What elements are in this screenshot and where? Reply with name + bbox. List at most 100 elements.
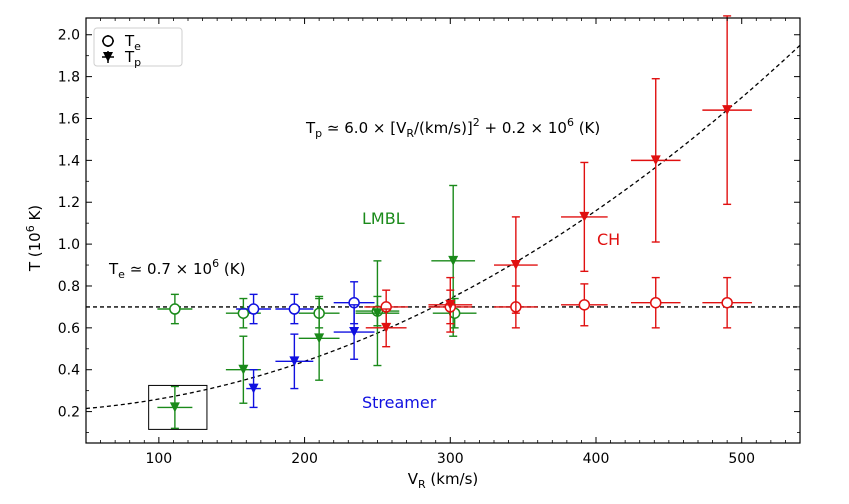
y-tick-label-7: 1.6	[58, 111, 80, 127]
tick-marks: 100 200 300 400 500 0.2 0.4 0.6 0.8 1.0 1.2 1.4 1.6 1…	[58, 18, 801, 467]
x-axis-title-unit: (km/s)	[426, 470, 479, 488]
te-constant-equation: Te ≃ 0.7 × 106 (K)	[108, 257, 245, 281]
te-marker	[169, 303, 181, 315]
te-eq-rest: ≃ 0.7 × 10	[125, 260, 212, 278]
data-points	[157, 15, 752, 430]
ch-tp-point-5	[702, 15, 752, 206]
y-axis-title: T (106 K)	[24, 205, 44, 272]
lmbl-tp-point-3	[355, 260, 400, 367]
streamer-label: Streamer	[362, 393, 437, 412]
te-eq-tail: (K)	[219, 260, 245, 278]
tp-marker	[314, 333, 325, 344]
y-tick-label-8: 1.8	[58, 70, 80, 86]
tp-eq-part-b: /(km/s)]	[414, 119, 473, 137]
y-tick-label-3: 0.8	[58, 279, 80, 295]
legend-te-marker	[102, 35, 114, 47]
streamer-te-point-0	[236, 293, 272, 325]
x-tick-label-4: 500	[728, 451, 755, 467]
tp-marker	[448, 255, 459, 266]
y-axis-title-superscript: 6	[24, 225, 37, 232]
y-tick-label-2: 0.6	[58, 321, 80, 337]
x-axis-title-subscript: R	[418, 478, 426, 491]
te-marker	[237, 307, 250, 319]
tp-marker	[650, 155, 661, 166]
tp-marker	[381, 322, 392, 333]
tp-fit-curve	[85, 44, 801, 410]
ch-tp-point-1	[428, 276, 473, 333]
te-marker	[721, 296, 733, 309]
lmbl-tp-point-2	[298, 295, 340, 381]
x-tick-label-2: 300	[437, 451, 464, 467]
ch-te-point-4	[630, 276, 681, 329]
streamer-tp-point-2	[333, 304, 375, 360]
tp-marker	[372, 308, 383, 319]
te-eq-base: T	[108, 260, 119, 278]
legend-te-sub: e	[134, 40, 141, 53]
tp-marker	[722, 105, 733, 116]
lmbl-te-point-0	[157, 293, 193, 325]
tp-eq-sup-2: 2	[473, 116, 480, 129]
y-axis-title-base: T (10	[26, 232, 44, 272]
y-tick-label-4: 1.0	[58, 237, 80, 253]
tp-eq-sub-r: R	[406, 127, 414, 140]
legend-frame	[93, 27, 183, 67]
te-eq-sub: e	[118, 268, 125, 281]
ch-te-point-3	[561, 283, 608, 327]
te-eq-sup: 6	[212, 257, 219, 270]
ch-tp-point-0	[365, 308, 407, 348]
legend: Te Tp	[93, 27, 183, 69]
tp-eq-part-c: + 0.2 × 10	[480, 119, 567, 137]
tp-marker	[238, 364, 249, 375]
x-tick-label-1: 200	[291, 451, 318, 467]
highlight-box-layer	[148, 384, 208, 430]
ch-tp-point-4	[630, 78, 681, 243]
y-axis-title-unit: K)	[26, 205, 44, 225]
x-axis-title-base: V	[408, 470, 419, 488]
tp-eq-sub: p	[315, 127, 322, 140]
tp-eq-base: T	[305, 119, 316, 137]
tp-marker	[579, 211, 590, 222]
ch-label: CH	[597, 230, 620, 249]
y-tick-label-9: 2.0	[58, 28, 80, 44]
tp-fit-equation: Tp ≃ 6.0 × [VR/(km/s)]2 + 0.2 × 106 (K)	[305, 116, 600, 140]
tp-marker	[289, 356, 300, 367]
tp-eq-part-a: ≃ 6.0 × [V	[322, 119, 407, 137]
tp-marker	[349, 327, 360, 338]
tp-marker	[510, 260, 521, 271]
lmbl-label: LMBL	[362, 209, 405, 228]
legend-tp-marker	[102, 51, 114, 63]
tp-marker	[445, 299, 456, 310]
legend-tp-sub: p	[134, 56, 141, 69]
plot-frame	[85, 17, 801, 444]
axes	[85, 17, 801, 444]
te-marker	[649, 296, 662, 309]
streamer-tp-point-0	[246, 369, 261, 409]
ch-te-point-5	[702, 276, 752, 329]
tp-eq-sup-6: 6	[567, 116, 574, 129]
tp-eq-tail: (K)	[574, 119, 600, 137]
x-axis-title: VR (km/s)	[408, 470, 479, 491]
y-tick-label-1: 0.4	[58, 363, 80, 379]
y-tick-label-6: 1.4	[58, 153, 80, 169]
streamer-te-point-1	[275, 293, 314, 325]
te-marker	[247, 303, 260, 315]
te-marker	[288, 303, 301, 315]
te-marker	[578, 299, 591, 311]
highlight-box	[148, 384, 208, 430]
lmbl-tp-point-0	[157, 385, 193, 430]
tp-marker	[248, 383, 259, 394]
legend-tp-base: T	[124, 48, 135, 66]
ch-tp-point-2	[494, 216, 538, 314]
tp-marker	[169, 402, 180, 413]
x-tick-label-0: 100	[145, 451, 172, 467]
legend-tp-label: Tp	[124, 48, 141, 69]
y-tick-label-0: 0.2	[58, 405, 80, 421]
legend-te-base: T	[124, 32, 135, 50]
x-tick-label-3: 400	[583, 451, 610, 467]
streamer-tp-point-1	[275, 333, 314, 390]
ch-tp-point-3	[561, 161, 608, 273]
legend-te-label: Te	[124, 32, 141, 53]
y-tick-label-5: 1.2	[58, 195, 80, 211]
